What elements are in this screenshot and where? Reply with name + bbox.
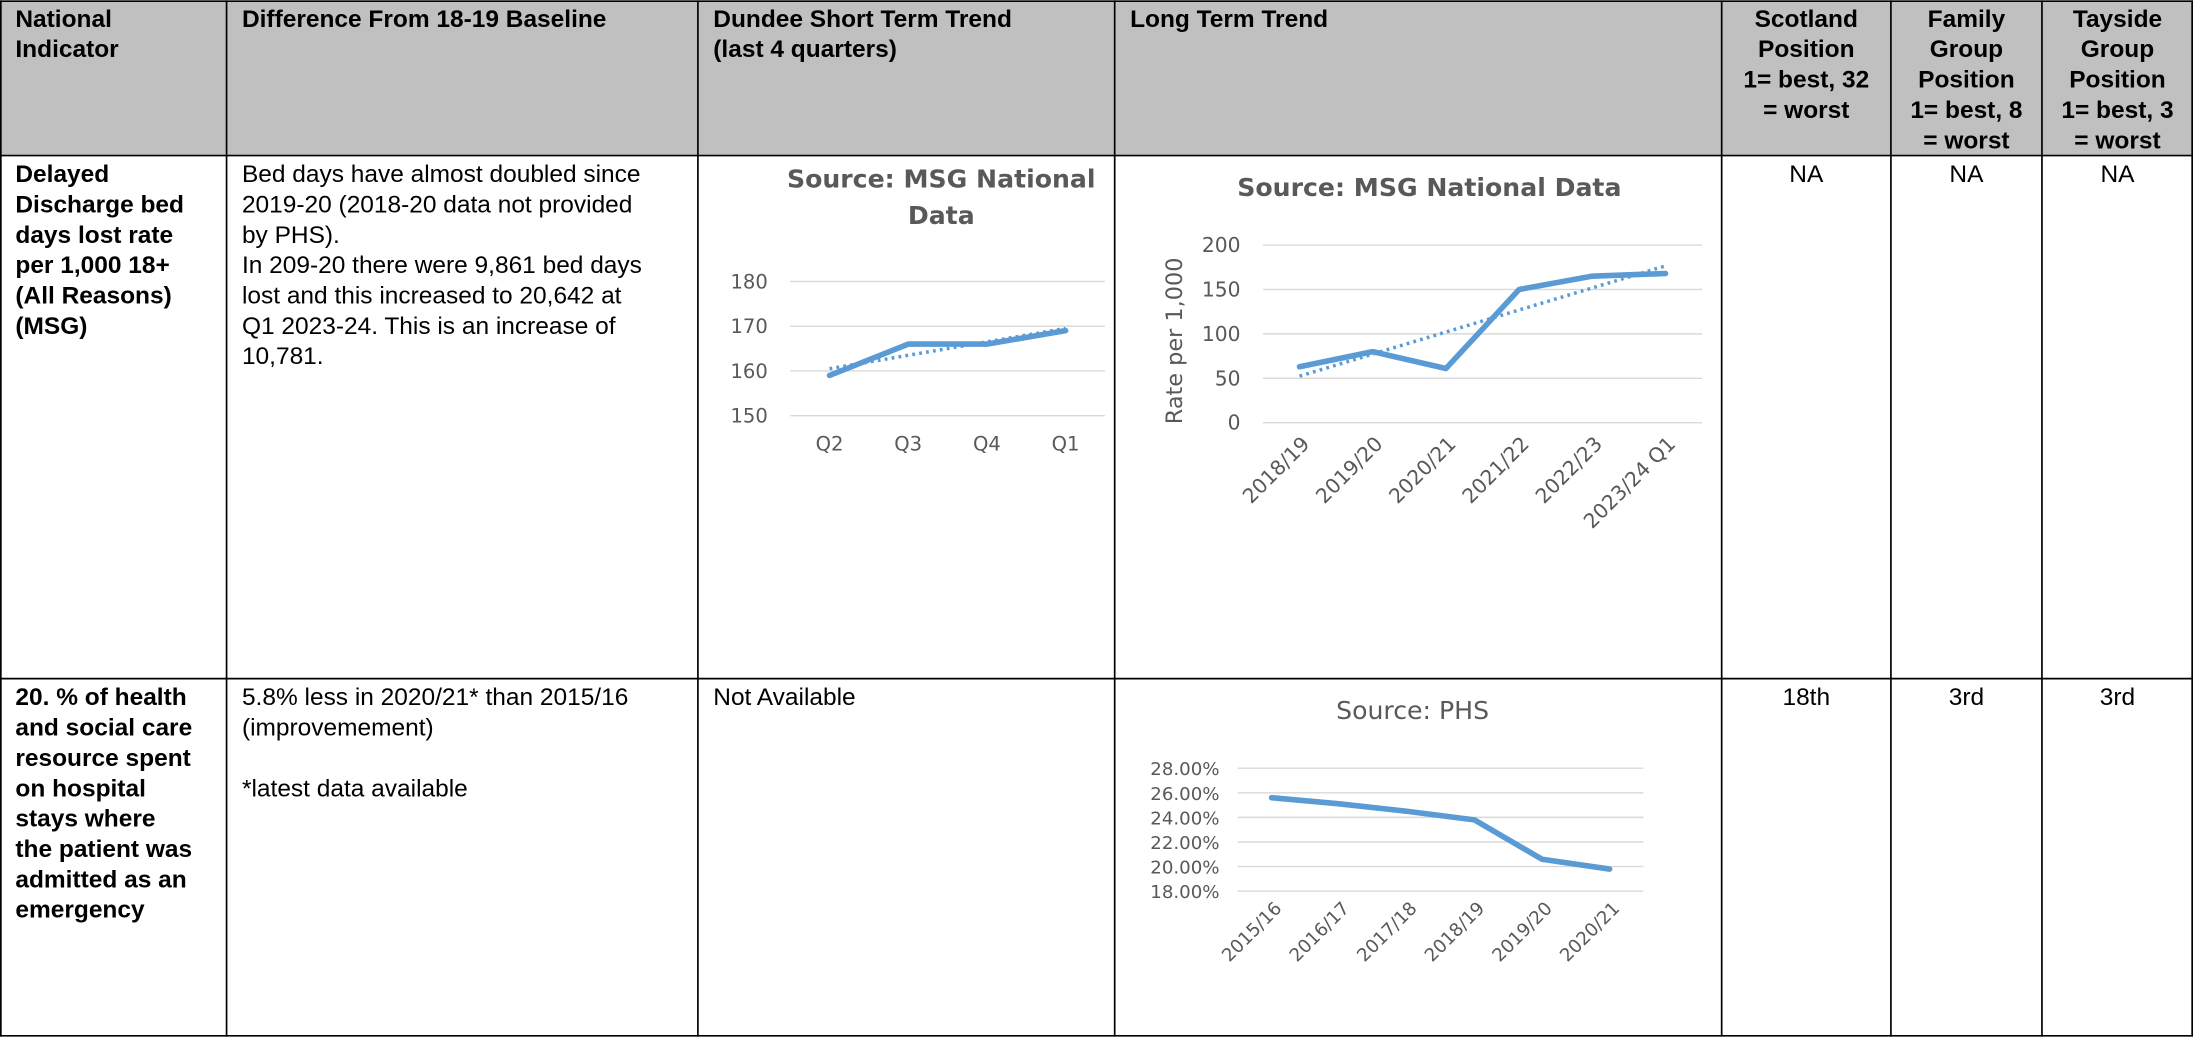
- cell-text: Group: [2081, 36, 2154, 63]
- x-tick-label: 2017/18: [1353, 898, 1421, 966]
- cell-text: Delayed: [15, 161, 109, 188]
- cell-text: 1= best, 32: [1743, 67, 1869, 94]
- data-line: [1296, 270, 1669, 372]
- y-tick-label: 50: [1215, 366, 1241, 390]
- trendline: [1299, 264, 1667, 378]
- cell-text: on hospital: [15, 775, 146, 802]
- chart: Source: MSG National Data 150 160 170 180 Q2 Q3…: [730, 165, 1105, 456]
- trendline: [829, 326, 1066, 371]
- cell-text: 1= best, 3: [2061, 97, 2173, 124]
- y-tick-label: 26.00%: [1150, 784, 1219, 805]
- x-tick-label: 2022/23: [1531, 432, 1608, 509]
- y-tick-label: 160: [730, 360, 767, 383]
- cell-text: admitted as an: [15, 866, 186, 893]
- cell-text: 2019-20 (2018-20 data not provided: [242, 191, 632, 218]
- cell-text: Dundee Short Term Trend: [713, 6, 1012, 33]
- cell-text: Family: [1928, 6, 2006, 33]
- chart-title: Source: MSG National Data: [1237, 173, 1621, 202]
- chart: Source: PHS 18.00% 20.00% 22.00% 24.00% 26.00…: [1150, 696, 1644, 966]
- cell-text: Tayside: [2073, 6, 2162, 33]
- cell-text: = worst: [2074, 127, 2160, 154]
- x-tick-label: 2020/21: [1556, 898, 1624, 966]
- cell-text: (All Reasons): [15, 283, 171, 310]
- cell-text: Scotland: [1755, 6, 1858, 33]
- cell-text: stays where: [15, 806, 155, 833]
- x-tick-label: 2020/21: [1384, 432, 1461, 509]
- cell-text: Indicator: [15, 36, 119, 63]
- cell-text: 3rd: [2100, 684, 2135, 711]
- cell-text: lost and this increased to 20,642 at: [242, 283, 622, 310]
- cell-text: emergency: [15, 897, 145, 924]
- x-tick-label: 2019/20: [1311, 432, 1388, 509]
- cell-text: 20. % of health: [15, 684, 186, 711]
- y-tick-label: 150: [730, 405, 767, 428]
- x-tick-label: 2015/16: [1218, 898, 1286, 966]
- cell-text: Long Term Trend: [1130, 6, 1328, 33]
- cell-text: Bed days have almost doubled since: [242, 161, 641, 188]
- cell-text: Group: [1930, 36, 2003, 63]
- cell-text: days lost rate: [15, 222, 173, 249]
- cell-text: (improvemement): [242, 715, 434, 742]
- y-tick-label: 170: [730, 315, 767, 338]
- x-tick-label: Q4: [973, 433, 1001, 456]
- cell-text: *latest data available: [242, 775, 468, 802]
- cell-text: Discharge bed: [15, 191, 184, 218]
- cell-text: NA: [2100, 161, 2135, 188]
- y-axis-title: Rate per 1,000: [1162, 258, 1188, 425]
- y-tick-label: 18.00%: [1150, 882, 1219, 903]
- cell-text: 5.8% less in 2020/21* than 2015/16: [242, 684, 628, 711]
- x-tick-label: Q3: [894, 433, 922, 456]
- y-tick-label: 100: [1202, 322, 1241, 346]
- chart: Source: MSG National Data 0 50 100 150 200 Rat…: [1162, 173, 1703, 533]
- cell-text: Position: [1918, 67, 2015, 94]
- cell-text: 3rd: [1949, 684, 1984, 711]
- header-background: [0, 0, 2193, 156]
- cell-text: = worst: [1923, 127, 2009, 154]
- cell-text: National: [15, 6, 112, 33]
- x-tick-label: Q1: [1052, 433, 1080, 456]
- cell-text: Difference From 18-19 Baseline: [242, 6, 606, 33]
- y-tick-label: 180: [730, 270, 767, 293]
- cell-text: Q1 2023-24. This is an increase of: [242, 313, 616, 340]
- cell-text: 10,781.: [242, 343, 324, 370]
- cell-text: by PHS).: [242, 222, 340, 249]
- cell-text: NA: [1949, 161, 1984, 188]
- x-tick-label: 2019/20: [1488, 898, 1556, 966]
- y-tick-label: 200: [1202, 233, 1241, 257]
- y-tick-label: 20.00%: [1150, 858, 1219, 879]
- cell-text: Not Available: [713, 684, 855, 711]
- cell-text: 1= best, 8: [1910, 97, 2022, 124]
- y-tick-label: 150: [1202, 277, 1241, 301]
- data-line: [826, 327, 1069, 379]
- cell-text: Position: [2069, 67, 2166, 94]
- cell-text: NA: [1789, 161, 1824, 188]
- chart-title: Source: PHS: [1336, 696, 1489, 725]
- data-line: [1268, 794, 1613, 872]
- x-tick-label: Q2: [816, 433, 844, 456]
- cell-text: Position: [1758, 36, 1855, 63]
- chart-title: Source: MSG National: [787, 165, 1096, 194]
- cell-text: resource spent: [15, 745, 190, 772]
- y-tick-label: 22.00%: [1150, 833, 1219, 854]
- cell-text: the patient was: [15, 836, 192, 863]
- y-tick-label: 24.00%: [1150, 808, 1219, 829]
- cell-text: (last 4 quarters): [713, 36, 897, 63]
- cell-text: 18th: [1782, 684, 1830, 711]
- x-tick-label: 2016/17: [1286, 898, 1354, 966]
- x-tick-label: 2018/19: [1421, 898, 1489, 966]
- cell-text: and social care: [15, 715, 192, 742]
- chart-title: Data: [908, 201, 975, 230]
- y-tick-label: 0: [1228, 411, 1241, 435]
- cell-text: (MSG): [15, 313, 87, 340]
- cell-text: In 209-20 there were 9,861 bed days: [242, 252, 642, 279]
- x-tick-label: 2021/22: [1457, 432, 1534, 509]
- cell-text: = worst: [1763, 97, 1849, 124]
- x-tick-label: 2018/19: [1238, 432, 1315, 509]
- y-tick-label: 28.00%: [1150, 759, 1219, 780]
- cell-text: per 1,000 18+: [15, 252, 169, 279]
